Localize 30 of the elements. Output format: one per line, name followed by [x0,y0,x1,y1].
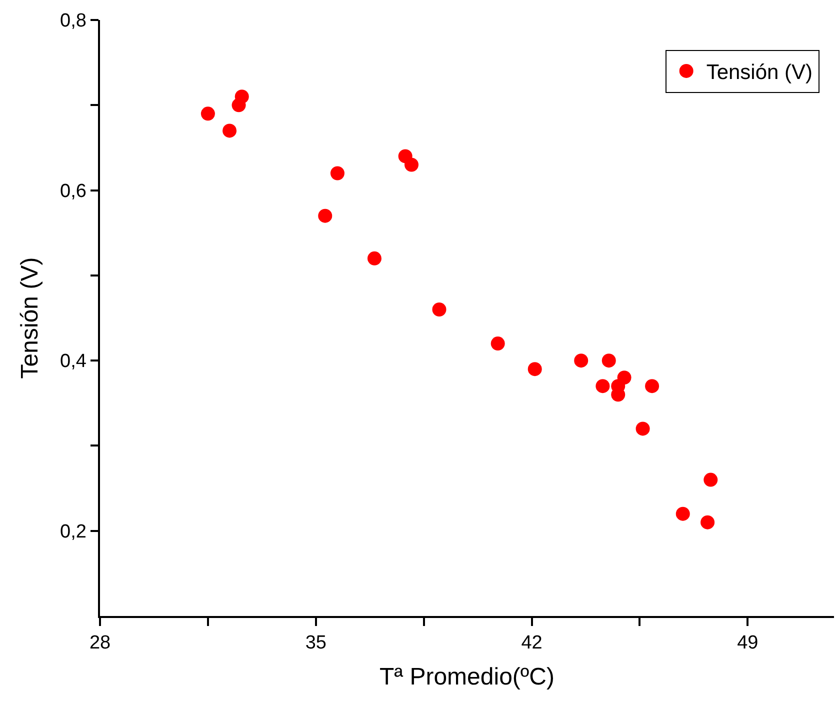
x-tick-label: 35 [305,632,326,654]
point [330,166,344,180]
y-tick-label: 0,6 [60,180,86,202]
x-tick-label: 49 [737,632,758,654]
point [490,336,505,351]
point [318,208,332,223]
point [596,379,610,394]
point [367,251,382,266]
x-tick-label: 28 [89,632,111,654]
point [432,302,446,316]
x-tick-label: 42 [521,632,542,654]
y-tick-label: 0,8 [60,10,86,32]
point [574,354,588,368]
point [617,370,632,385]
point [645,379,660,394]
point [636,422,650,436]
point [704,472,718,487]
point [700,515,715,530]
point [234,90,249,104]
point [602,354,616,368]
legend-label: Tensión (V) [706,61,813,84]
y-tick-label: 0,2 [60,522,86,543]
point [676,506,690,521]
y-tick-label: 0,4 [60,351,87,372]
point [404,158,418,172]
y-axis-title: Tensión (V) [16,257,44,379]
point [528,362,542,376]
x-axis-title: Tª Promedio(ºC) [379,663,555,690]
point [200,106,215,121]
point [222,124,237,138]
